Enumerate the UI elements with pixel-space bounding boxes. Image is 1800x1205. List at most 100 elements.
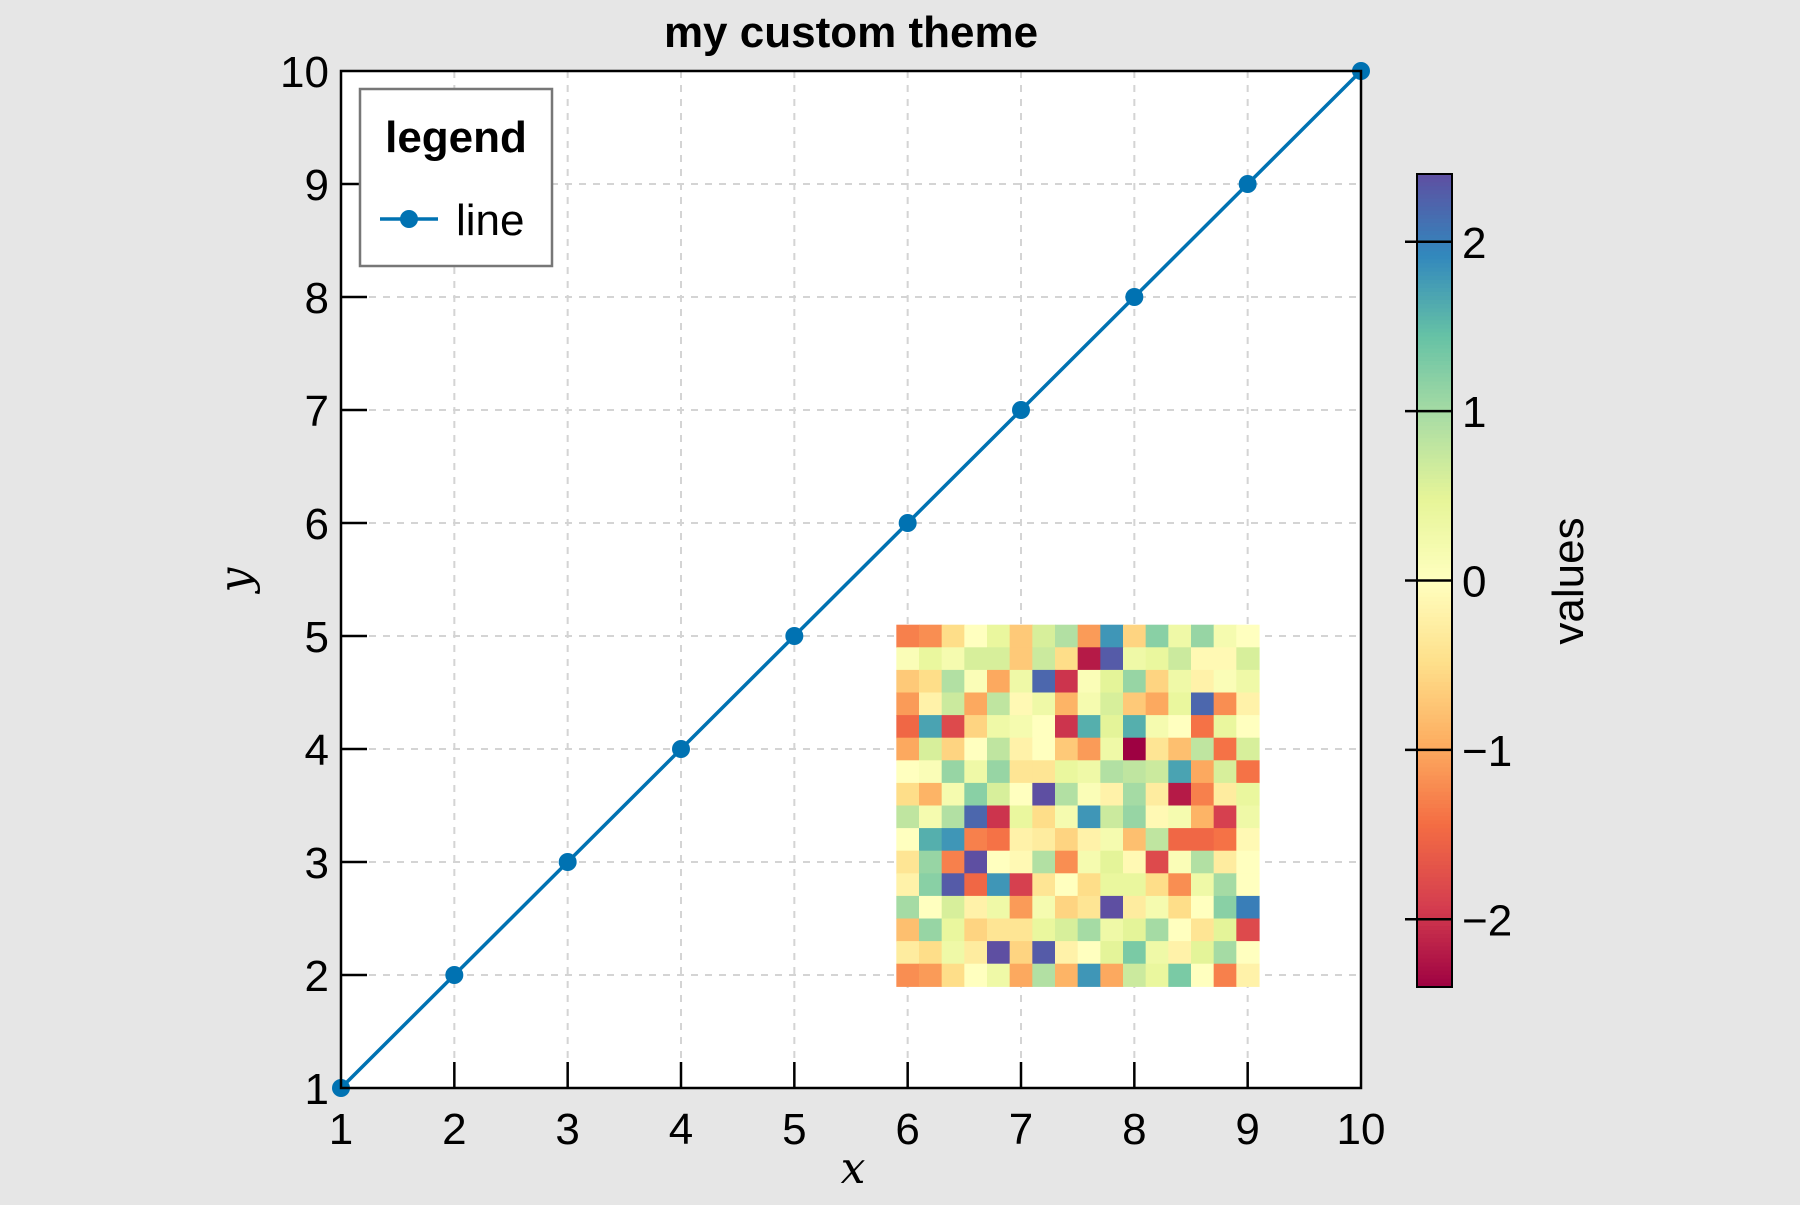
heatmap-cell — [1145, 782, 1169, 807]
colorbar-segment — [1417, 678, 1452, 683]
heatmap-cell — [941, 624, 965, 648]
heatmap-cell — [1213, 737, 1237, 761]
heatmap-cell — [1055, 737, 1079, 761]
heatmap-cell — [1236, 647, 1260, 671]
colorbar-segment — [1417, 767, 1452, 773]
colorbar-segment — [1417, 356, 1452, 362]
colorbar-segment — [1417, 568, 1452, 573]
colorbar-segment — [1417, 434, 1452, 439]
y-tick-label: 2 — [305, 952, 329, 1001]
heatmap-cell — [1032, 850, 1056, 874]
heatmap-cell — [1009, 647, 1033, 671]
heatmap-cell — [941, 805, 965, 829]
heatmap-cell — [1009, 963, 1033, 987]
colorbar-segment — [1417, 791, 1452, 797]
colorbar-segment — [1417, 942, 1452, 947]
colorbar-segment — [1417, 523, 1452, 529]
heatmap-cell — [896, 850, 920, 874]
heatmap-cell — [919, 782, 943, 807]
heatmap-cell — [896, 873, 920, 897]
colorbar-segment — [1417, 218, 1452, 224]
heatmap-cell — [1032, 782, 1056, 807]
heatmap-cell — [987, 624, 1011, 648]
heatmap-cell — [941, 941, 965, 965]
heatmap-cell — [1100, 715, 1124, 739]
heatmap-cell — [1168, 782, 1192, 807]
colorbar-segment — [1417, 795, 1452, 801]
heatmap-cell — [1168, 828, 1192, 852]
heatmap-cell — [941, 782, 965, 807]
heatmap-cell — [1191, 828, 1215, 852]
heatmap-cell — [1032, 963, 1056, 987]
colorbar-segment — [1417, 426, 1452, 431]
heatmap-cell — [1213, 692, 1237, 716]
heatmap-cell — [1145, 760, 1169, 784]
heatmap-cell — [1055, 669, 1079, 694]
colorbar-segment — [1417, 535, 1452, 541]
colorbar-segment — [1417, 312, 1452, 317]
colorbar-segment — [1417, 462, 1452, 468]
colorbar-segment — [1417, 267, 1452, 273]
heatmap-cell — [1236, 918, 1260, 942]
heatmap-cell — [896, 805, 920, 829]
colorbar-segment — [1417, 950, 1452, 956]
colorbar-segment — [1417, 503, 1452, 508]
heatmap-cell — [919, 692, 943, 716]
colorbar-segment — [1417, 230, 1452, 236]
heatmap-cell — [1123, 828, 1147, 852]
heatmap-cell — [941, 692, 965, 716]
colorbar-segment — [1417, 710, 1452, 716]
heatmap-cell — [1055, 828, 1079, 852]
series-point — [1238, 175, 1257, 193]
colorbar-segment — [1417, 194, 1452, 199]
colorbar-segment — [1417, 417, 1452, 423]
heatmap-cell — [964, 918, 988, 942]
heatmap-cell — [987, 850, 1011, 874]
colorbar-segment — [1417, 279, 1452, 285]
colorbar-tick-label: 2 — [1462, 219, 1486, 268]
heatmap-cell — [987, 692, 1011, 716]
heatmap-cell — [941, 873, 965, 897]
heatmap-cell — [1123, 873, 1147, 897]
heatmap-cell — [987, 782, 1011, 807]
heatmap-cell — [919, 737, 943, 761]
heatmap-cell — [1145, 873, 1169, 897]
heatmap-cell — [941, 760, 965, 784]
x-tick-label: 10 — [1337, 1105, 1386, 1154]
heatmap-cell — [1123, 918, 1147, 942]
heatmap-cell — [1236, 850, 1260, 874]
heatmap-cell — [1055, 873, 1079, 897]
heatmap-cell — [1055, 918, 1079, 942]
colorbar-segment — [1417, 547, 1452, 553]
heatmap-cell — [1100, 941, 1124, 965]
colorbar-segment — [1417, 852, 1452, 858]
heatmap-cell — [941, 828, 965, 852]
colorbar-segment — [1417, 682, 1452, 687]
colorbar-segment — [1417, 226, 1452, 232]
heatmap-cell — [1123, 624, 1147, 648]
heatmap-cell — [1100, 850, 1124, 874]
colorbar-segment — [1417, 348, 1452, 354]
heatmap-cell — [1236, 760, 1260, 784]
colorbar-segment — [1417, 743, 1452, 748]
colorbar-segment — [1417, 450, 1452, 456]
heatmap-cell — [964, 805, 988, 829]
heatmap-cell — [1123, 963, 1147, 987]
heatmap-cell — [896, 737, 920, 761]
heatmap-cell — [987, 737, 1011, 761]
colorbar-segment — [1417, 438, 1452, 443]
heatmap-cell — [987, 895, 1011, 920]
heatmap-cell — [1055, 715, 1079, 739]
colorbar-segment — [1417, 596, 1452, 602]
series-point — [1012, 401, 1030, 419]
colorbar-segment — [1417, 499, 1452, 504]
colorbar-segment — [1417, 779, 1452, 785]
heatmap-cell — [987, 918, 1011, 942]
heatmap-cell — [1032, 692, 1056, 716]
colorbar-segment — [1417, 543, 1452, 549]
heatmap-cell — [1213, 624, 1237, 648]
colorbar-segment — [1417, 401, 1452, 407]
colorbar-segment — [1417, 300, 1452, 305]
series-point — [785, 627, 804, 645]
heatmap-cell — [964, 692, 988, 716]
